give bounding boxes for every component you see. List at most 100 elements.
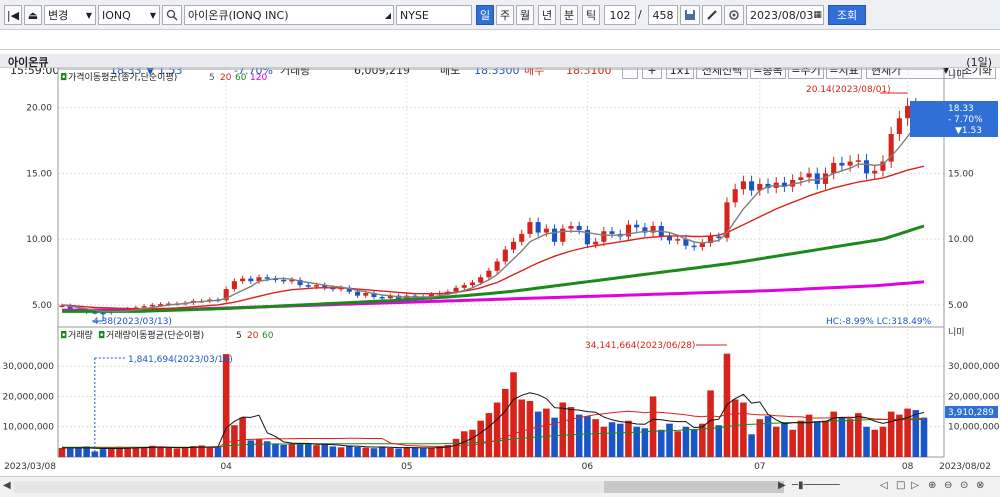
candle-body xyxy=(461,285,467,288)
scroll-left-icon[interactable]: ◀ xyxy=(3,480,11,491)
candle-body xyxy=(814,173,820,184)
period-minute[interactable]: 분 xyxy=(560,5,578,25)
candle-body xyxy=(905,105,911,119)
volume-bar xyxy=(896,414,903,457)
volume-bar xyxy=(460,431,468,457)
volume-tick-left: 10,000,000 xyxy=(2,423,54,433)
candle-body xyxy=(157,304,164,306)
volume-bar xyxy=(641,428,649,457)
volume-panel-tab[interactable]: 니미 xyxy=(948,327,965,338)
volume-ma-legend-label[interactable]: 거래량이동평균(단순이평) xyxy=(106,329,204,341)
low-annotation: 4.38(2023/03/13) xyxy=(93,317,172,327)
candle-body xyxy=(666,236,673,241)
chevron-down-icon: ▼ xyxy=(942,65,949,75)
company-name-field[interactable]: 아이온큐(IONQ INC) ◢ xyxy=(184,5,394,25)
volume-bar xyxy=(288,444,296,457)
period-tick[interactable]: 틱 xyxy=(582,5,600,25)
zoom-slider-icon[interactable]: ─▮────── xyxy=(792,480,840,491)
volume-bar xyxy=(247,440,255,457)
volume-bar xyxy=(346,445,353,457)
zoom-fit-icon[interactable]: ⊙ xyxy=(960,480,969,491)
candle-body xyxy=(896,118,902,134)
candle-body xyxy=(281,279,287,282)
volume-bar xyxy=(584,416,591,457)
scroll-thumb[interactable] xyxy=(604,481,784,493)
volume-bar xyxy=(846,419,854,457)
volume-bar xyxy=(337,447,345,457)
candle-body xyxy=(502,249,508,262)
zoom-out-icon[interactable]: ⊖ xyxy=(944,480,953,491)
volume-ma-legend-icon: ◘ xyxy=(98,331,105,341)
settings-button[interactable] xyxy=(724,5,744,25)
next-icon[interactable]: ▷ xyxy=(911,480,919,491)
volume-bar xyxy=(124,447,131,457)
candle-body xyxy=(346,287,352,292)
first-page-button[interactable]: |◀ xyxy=(4,5,22,25)
volume-bar xyxy=(132,448,140,457)
mode-select[interactable]: 변경 ▼ xyxy=(44,5,96,25)
price-legend-label[interactable]: 가격이동평균(종가,단순이평) xyxy=(68,71,177,83)
volume-bar xyxy=(107,447,115,457)
company-name: 아이온큐(IONQ INC) xyxy=(188,9,289,22)
period-month[interactable]: 월 xyxy=(516,5,534,25)
volume-bar xyxy=(797,420,805,457)
candle-body xyxy=(863,160,870,174)
zoom-in-icon[interactable]: ⊕ xyxy=(928,480,937,491)
chart-title-bar: 아이온큐 (1일) xyxy=(0,54,1000,69)
volume-bar xyxy=(305,443,312,457)
period-day[interactable]: 일 xyxy=(476,5,494,25)
x-tick-label: 05 xyxy=(401,462,412,472)
period-week[interactable]: 주 xyxy=(496,5,514,25)
volume-bar xyxy=(477,420,484,457)
candle-body xyxy=(248,278,254,282)
volume-bar xyxy=(674,431,681,457)
candle-body xyxy=(601,231,607,242)
stock-chart[interactable]: 20.0020.0015.0015.0010.0010.005.005.0030… xyxy=(0,0,1000,476)
scroll-right-icon[interactable]: ▶ xyxy=(778,480,786,491)
query-button[interactable]: 조회 xyxy=(828,5,866,25)
volume-tick-right: 10,000,000 xyxy=(948,423,1000,433)
count-separator: / xyxy=(638,8,642,21)
candle-body xyxy=(593,241,599,245)
save-button[interactable] xyxy=(680,5,700,25)
stop-icon[interactable]: □ xyxy=(896,480,906,491)
eject-button[interactable]: ⏏ xyxy=(24,5,42,25)
volume-bar xyxy=(904,408,911,457)
volume-bar xyxy=(206,447,214,457)
candle-body xyxy=(256,277,262,282)
volume-bar xyxy=(329,446,337,457)
horizontal-scrollbar[interactable]: ◀ ▶ ─▮────── ◁ □ ▷ ⊕ ⊖ ⊙ ⊗ xyxy=(0,476,1000,497)
candle-body xyxy=(642,227,648,233)
candle-body xyxy=(289,279,295,282)
candle-body xyxy=(724,202,730,238)
ma60-line xyxy=(62,224,925,313)
candle-body xyxy=(313,285,320,287)
volume-bar xyxy=(740,402,747,457)
volume-bar xyxy=(863,426,870,457)
volume-bar xyxy=(222,354,230,457)
volume-bar xyxy=(543,408,550,457)
date-field[interactable]: 2023/08/03 ▦ xyxy=(746,5,824,25)
candle-body xyxy=(699,243,705,248)
candle-body xyxy=(469,282,476,286)
zoom-reset-icon[interactable]: ⊗ xyxy=(976,480,985,491)
candle-body xyxy=(379,296,385,299)
volume-bar xyxy=(116,446,123,457)
draw-button[interactable] xyxy=(702,5,722,25)
search-button[interactable] xyxy=(162,5,182,25)
symbol-select[interactable]: IONQ ▼ xyxy=(98,5,160,25)
current-change-pct: - 7.70% xyxy=(948,115,983,125)
scroll-track[interactable] xyxy=(14,481,784,493)
price-panel-tab[interactable]: 니미 xyxy=(948,69,965,80)
candle-body xyxy=(560,228,566,242)
exchange-field: NYSE xyxy=(396,5,472,25)
prev-icon[interactable]: ◁ xyxy=(880,480,888,491)
volume-bar xyxy=(518,399,526,457)
period-year[interactable]: 년 xyxy=(538,5,556,25)
count-input[interactable]: 102 xyxy=(604,5,636,25)
candle-body xyxy=(855,160,861,162)
volume-bar xyxy=(75,447,82,457)
volume-legend-label[interactable]: 거래량 xyxy=(68,329,93,341)
candle-body xyxy=(453,287,459,292)
resize-corner-icon: ◢ xyxy=(384,10,391,20)
